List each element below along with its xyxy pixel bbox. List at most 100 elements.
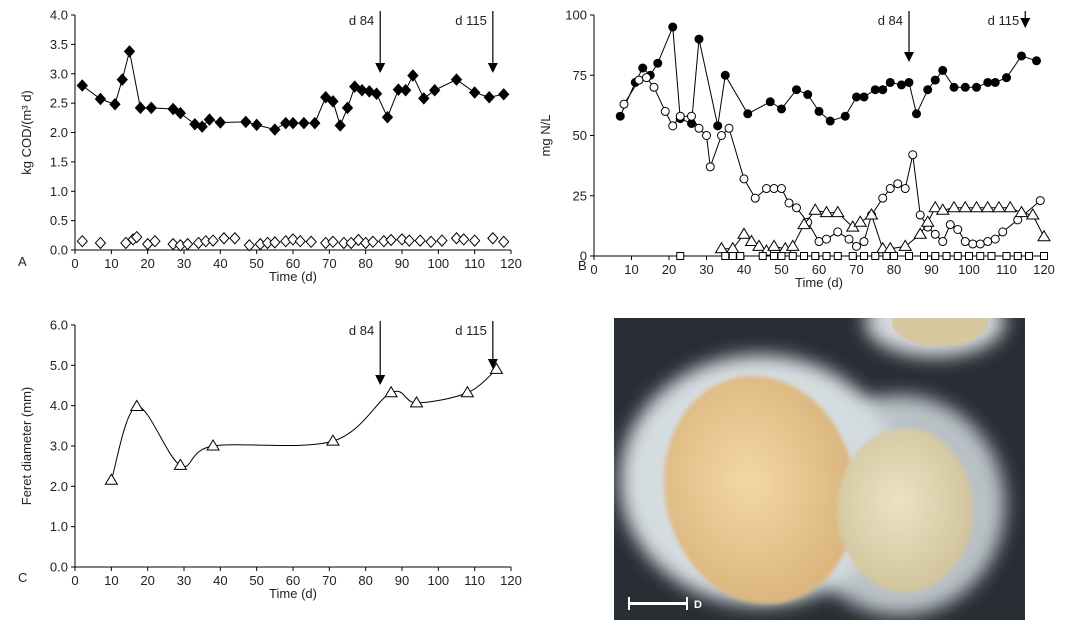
panel-letter: B [578, 258, 587, 273]
point [969, 200, 984, 213]
x-tick-label: 10 [104, 573, 118, 588]
point [676, 252, 685, 260]
point [341, 101, 354, 115]
point [403, 234, 415, 247]
x-tick-label: 70 [322, 573, 336, 588]
arrow-head [375, 375, 386, 385]
point [859, 237, 869, 247]
point [752, 239, 766, 251]
point [885, 77, 895, 87]
point [1025, 208, 1040, 220]
point [784, 198, 794, 208]
point [653, 58, 663, 68]
point [830, 205, 845, 218]
point [367, 235, 379, 249]
point [983, 237, 993, 247]
point [792, 203, 801, 213]
x-tick-label: 120 [500, 256, 522, 271]
point [634, 75, 644, 85]
point [705, 162, 715, 172]
point [450, 73, 463, 86]
point [938, 65, 948, 75]
point [327, 235, 339, 249]
annotation-label: d 115 [455, 323, 487, 338]
x-tick-label: 90 [924, 262, 938, 277]
point [619, 99, 629, 109]
y-tick-label: 50 [573, 128, 587, 143]
point [913, 227, 928, 239]
point [116, 73, 128, 86]
point [713, 121, 723, 131]
point [930, 229, 940, 239]
point [870, 85, 880, 95]
y-tick-label: 2.0 [50, 125, 68, 140]
point [758, 252, 767, 260]
arrow-head [375, 63, 386, 73]
point [762, 184, 771, 194]
point [743, 109, 753, 119]
point [935, 203, 950, 215]
point [203, 113, 216, 126]
point [803, 90, 813, 100]
point [960, 82, 970, 92]
point [450, 232, 463, 245]
point [94, 236, 107, 250]
x-axis-label: Time (d) [795, 275, 843, 290]
point [953, 252, 962, 260]
x-tick-label: 20 [662, 262, 676, 277]
point [965, 252, 973, 260]
point [717, 131, 726, 140]
point [980, 200, 995, 213]
point [269, 123, 281, 136]
point [822, 234, 831, 244]
point [458, 233, 470, 246]
x-tick-label: 120 [500, 573, 522, 588]
panel-letter: A [18, 254, 27, 269]
x-axis-label: Time (d) [269, 586, 317, 601]
x-tick-label: 50 [774, 262, 788, 277]
point [721, 252, 730, 260]
point [1037, 229, 1051, 242]
point [739, 174, 749, 184]
point [414, 234, 426, 247]
point [489, 362, 504, 374]
point [145, 101, 157, 115]
point [123, 45, 136, 58]
point [797, 217, 811, 230]
annotation-label: d 84 [349, 323, 374, 338]
point [864, 208, 879, 220]
arrow-head [487, 359, 498, 369]
x-tick-label: 30 [177, 573, 191, 588]
x-tick-label: 100 [427, 573, 449, 588]
y-tick-label: 25 [573, 188, 587, 203]
x-tick-label: 60 [286, 256, 300, 271]
point [728, 252, 737, 260]
point [736, 252, 745, 260]
point [720, 70, 730, 80]
point [983, 77, 993, 87]
point [1003, 200, 1018, 213]
point [396, 233, 408, 246]
point [998, 227, 1008, 237]
annotation-label: d 84 [878, 13, 903, 28]
y-tick-label: 4.0 [50, 398, 68, 413]
x-tick-label: 90 [395, 573, 409, 588]
point [744, 234, 759, 247]
point [860, 252, 868, 260]
point [94, 92, 107, 106]
point [174, 106, 187, 120]
x-tick-label: 40 [213, 573, 227, 588]
point [1032, 56, 1041, 66]
point [897, 80, 906, 90]
point [356, 83, 368, 97]
point [134, 101, 147, 115]
point [968, 239, 978, 249]
y-tick-label: 1.0 [50, 184, 68, 199]
point [687, 111, 696, 121]
annotation-label: d 115 [988, 13, 1020, 28]
point [167, 237, 179, 251]
y-tick-label: 2.0 [50, 479, 68, 494]
point [770, 252, 778, 260]
point [487, 232, 499, 245]
